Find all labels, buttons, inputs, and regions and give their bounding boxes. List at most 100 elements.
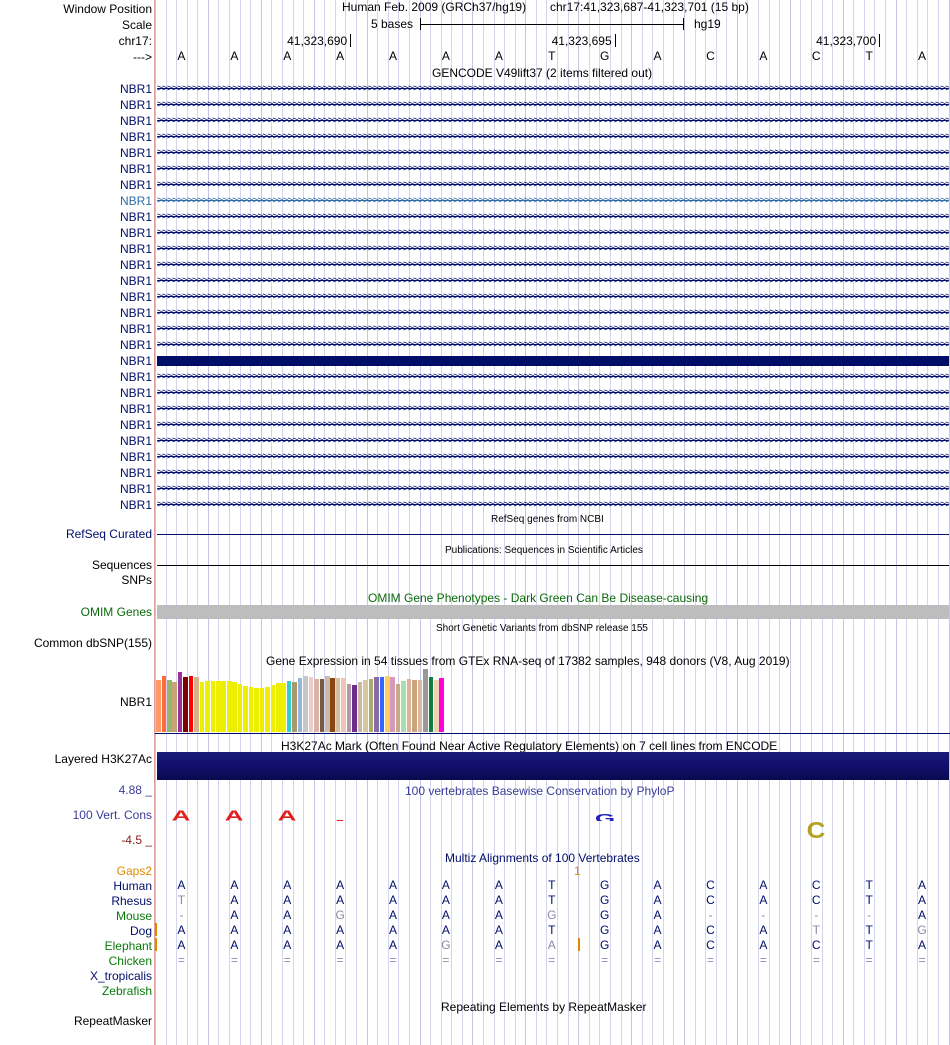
gene-feature-nbr1[interactable]: >>>>>>>>>>>>>>>>>>>>>>>>>>>>>>>>>>>>>>>>… — [157, 402, 949, 416]
gtex-title[interactable]: Gene Expression in 54 tissues from GTEx … — [266, 654, 790, 668]
alignment-base[interactable]: T — [548, 893, 556, 907]
browser-image[interactable] — [155, 0, 950, 1045]
alignment-base[interactable]: T — [865, 878, 873, 892]
alignment-base[interactable]: A — [547, 938, 556, 952]
gene-feature-nbr1[interactable]: >>>>>>>>>>>>>>>>>>>>>>>>>>>>>>>>>>>>>>>>… — [157, 82, 949, 96]
alignment-base[interactable]: A — [336, 878, 345, 892]
gtex-tissue-bar[interactable] — [270, 685, 276, 732]
alignment-base[interactable]: A — [441, 908, 450, 922]
alignment-base[interactable]: C — [706, 878, 715, 892]
alignment-base[interactable]: = — [177, 953, 185, 967]
alignment-base[interactable]: A — [283, 878, 292, 892]
gtex-tissue-bar[interactable] — [439, 678, 445, 732]
alignment-base[interactable]: A — [918, 893, 927, 907]
phylop-base-glyph[interactable]: A — [161, 810, 201, 821]
gene-feature-nbr1[interactable]: >>>>>>>>>>>>>>>>>>>>>>>>>>>>>>>>>>>>>>>>… — [157, 482, 949, 496]
species-label-mouse[interactable]: Mouse — [115, 909, 152, 923]
phylop-base-glyph[interactable]: A — [743, 816, 783, 821]
gtex-tissue-bar[interactable] — [401, 681, 406, 732]
gene-label-nbr1[interactable]: NBR1 — [119, 98, 152, 112]
gtex-tissue-bar[interactable] — [265, 687, 270, 732]
alignment-base[interactable]: C — [811, 878, 821, 892]
alignment-base[interactable]: A — [759, 938, 768, 952]
alignment-base[interactable]: A — [918, 938, 927, 952]
alignment-base[interactable]: A — [283, 938, 292, 952]
gtex-tissue-bar[interactable] — [363, 680, 368, 732]
gtex-tissue-bar[interactable] — [330, 678, 336, 732]
phylop-base-glyph[interactable]: A — [267, 810, 307, 821]
alignment-base[interactable]: - — [179, 908, 184, 922]
gene-feature-nbr1[interactable]: >>>>>>>>>>>>>>>>>>>>>>>>>>>>>>>>>>>>>>>>… — [157, 370, 949, 384]
alignment-base[interactable]: G — [599, 878, 610, 892]
alignment-base[interactable]: A — [653, 938, 662, 952]
alignment-base[interactable]: A — [336, 938, 345, 952]
gtex-tissue-bar[interactable] — [297, 678, 303, 732]
alignment-base[interactable]: C — [811, 893, 821, 907]
gene-feature-nbr1[interactable]: >>>>>>>>>>>>>>>>>>>>>>>>>>>>>>>>>>>>>>>>… — [157, 386, 949, 400]
rmsk-label[interactable]: RepeatMasker — [73, 1014, 152, 1028]
gtex-tissue-bar[interactable] — [172, 682, 178, 732]
gtex-tissue-bar[interactable] — [166, 680, 172, 732]
dbsnp-label[interactable]: Common dbSNP(155) — [33, 636, 152, 650]
assembly-title[interactable]: Human Feb. 2009 (GRCh37/hg19) — [342, 0, 527, 14]
gtex-tissue-bar[interactable] — [199, 682, 205, 732]
refseq-line[interactable] — [157, 534, 949, 535]
phylop-max[interactable]: 4.88 _ — [118, 783, 152, 797]
gtex-tissue-bar[interactable] — [417, 680, 423, 732]
alignment-base[interactable]: A — [389, 878, 398, 892]
gtex-tissue-bar[interactable] — [346, 684, 352, 732]
alignment-base[interactable]: T — [865, 938, 873, 952]
alignment-base[interactable]: A — [653, 878, 662, 892]
gtex-tissue-bar[interactable] — [325, 676, 330, 732]
gene-feature-nbr1[interactable]: >>>>>>>>>>>>>>>>>>>>>>>>>>>>>>>>>>>>>>>>… — [157, 114, 949, 128]
phylop-base-glyph[interactable]: C — [796, 821, 836, 839]
gtex-tissue-bar[interactable] — [205, 681, 210, 732]
gtex-tissue-bar[interactable] — [183, 677, 188, 732]
pubs-title[interactable]: Publications: Sequences in Scientific Ar… — [445, 545, 643, 556]
gene-label-nbr1[interactable]: NBR1 — [119, 274, 152, 288]
gtex-tissue-bar[interactable] — [428, 677, 434, 732]
alignment-base[interactable]: C — [706, 938, 715, 952]
alignment-base[interactable]: G — [547, 908, 557, 922]
gtex-tissue-bar[interactable] — [243, 686, 248, 732]
alignment-base[interactable]: A — [759, 923, 768, 937]
gtex-chart[interactable] — [155, 668, 950, 732]
alignment-base[interactable]: A — [177, 938, 186, 952]
alignment-base[interactable]: A — [177, 878, 186, 892]
gene-feature-nbr1[interactable]: >>>>>>>>>>>>>>>>>>>>>>>>>>>>>>>>>>>>>>>>… — [157, 242, 949, 256]
alignment-base[interactable]: A — [441, 893, 450, 907]
alignment-base[interactable]: = — [389, 953, 397, 967]
alignment-base[interactable]: A — [230, 923, 239, 937]
alignment-base[interactable]: = — [865, 953, 873, 967]
gene-feature-nbr1[interactable]: >>>>>>>>>>>>>>>>>>>>>>>>>>>>>>>>>>>>>>>>… — [157, 258, 949, 272]
alignment-base[interactable]: A — [653, 908, 662, 922]
alignment-base[interactable]: - — [867, 908, 872, 922]
phylop-label[interactable]: 100 Vert. Cons — [72, 808, 152, 822]
gtex-tissue-bar[interactable] — [254, 688, 259, 732]
alignment-base[interactable]: C — [706, 923, 715, 937]
alignment-base[interactable]: = — [495, 953, 503, 967]
alignment-base[interactable]: - — [761, 908, 766, 922]
gene-feature-nbr1[interactable]: >>>>>>>>>>>>>>>>>>>>>>>>>>>>>>>>>>>>>>>>… — [157, 274, 949, 288]
gtex-tissue-bar[interactable] — [226, 681, 232, 732]
gene-label-nbr1[interactable]: NBR1 — [119, 194, 152, 208]
alignment-base[interactable]: T — [812, 923, 820, 937]
alignment-base[interactable]: A — [389, 908, 398, 922]
alignment-base[interactable]: T — [865, 893, 873, 907]
alignment-base[interactable]: = — [918, 953, 926, 967]
h3k27-title[interactable]: H3K27Ac Mark (Often Found Near Active Re… — [281, 739, 778, 753]
alignment-base[interactable]: A — [336, 923, 345, 937]
gtex-tissue-bar[interactable] — [423, 669, 428, 732]
pubs-line[interactable] — [157, 565, 949, 566]
gene-label-nbr1[interactable]: NBR1 — [119, 306, 152, 320]
gene-exon-block[interactable] — [157, 356, 949, 366]
alignment-base[interactable]: G — [599, 908, 610, 922]
alignment-base[interactable]: A — [494, 938, 503, 952]
alignment-base[interactable]: A — [441, 878, 450, 892]
alignment-base[interactable]: A — [494, 893, 503, 907]
gene-label-nbr1[interactable]: NBR1 — [119, 402, 152, 416]
gene-label-nbr1[interactable]: NBR1 — [119, 258, 152, 272]
alignment-base[interactable]: A — [759, 878, 768, 892]
alignment-base[interactable]: - — [708, 908, 713, 922]
gene-feature-nbr1[interactable]: >>>>>>>>>>>>>>>>>>>>>>>>>>>>>>>>>>>>>>>>… — [157, 450, 949, 464]
